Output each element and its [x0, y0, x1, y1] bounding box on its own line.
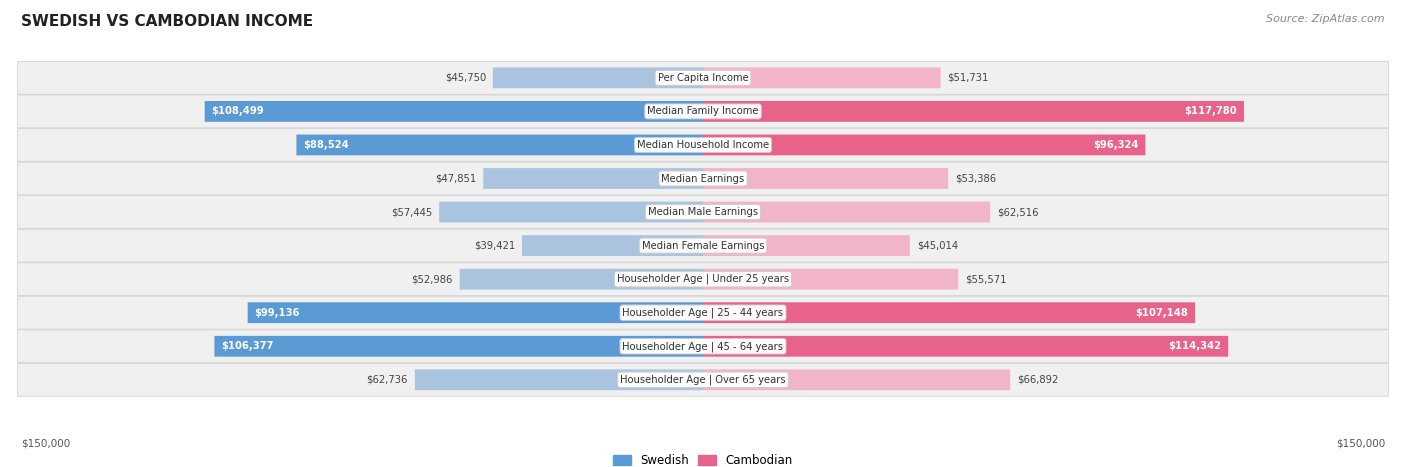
Text: Householder Age | Under 25 years: Householder Age | Under 25 years [617, 274, 789, 284]
Text: Householder Age | Over 65 years: Householder Age | Over 65 years [620, 375, 786, 385]
Text: SWEDISH VS CAMBODIAN INCOME: SWEDISH VS CAMBODIAN INCOME [21, 14, 314, 29]
FancyBboxPatch shape [522, 235, 703, 256]
FancyBboxPatch shape [484, 168, 703, 189]
Text: $114,342: $114,342 [1168, 341, 1222, 351]
Text: $52,986: $52,986 [412, 274, 453, 284]
FancyBboxPatch shape [17, 196, 1389, 228]
FancyBboxPatch shape [17, 296, 1389, 329]
Text: Householder Age | 45 - 64 years: Householder Age | 45 - 64 years [623, 341, 783, 352]
FancyBboxPatch shape [205, 101, 703, 122]
FancyBboxPatch shape [703, 269, 959, 290]
Text: $88,524: $88,524 [304, 140, 349, 150]
FancyBboxPatch shape [703, 168, 948, 189]
Text: Per Capita Income: Per Capita Income [658, 73, 748, 83]
FancyBboxPatch shape [247, 302, 703, 323]
Text: $96,324: $96,324 [1092, 140, 1139, 150]
FancyBboxPatch shape [415, 369, 703, 390]
FancyBboxPatch shape [17, 363, 1389, 396]
FancyBboxPatch shape [17, 61, 1389, 94]
FancyBboxPatch shape [460, 269, 703, 290]
Text: Householder Age | 25 - 44 years: Householder Age | 25 - 44 years [623, 307, 783, 318]
FancyBboxPatch shape [439, 202, 703, 222]
Text: $51,731: $51,731 [948, 73, 988, 83]
Text: $45,750: $45,750 [444, 73, 486, 83]
Text: $99,136: $99,136 [254, 308, 299, 318]
FancyBboxPatch shape [215, 336, 703, 357]
FancyBboxPatch shape [17, 128, 1389, 162]
Text: Median Male Earnings: Median Male Earnings [648, 207, 758, 217]
Text: $47,851: $47,851 [434, 174, 477, 184]
FancyBboxPatch shape [17, 95, 1389, 128]
FancyBboxPatch shape [297, 134, 703, 156]
FancyBboxPatch shape [703, 369, 1011, 390]
Text: $62,516: $62,516 [997, 207, 1039, 217]
Legend: Swedish, Cambodian: Swedish, Cambodian [609, 449, 797, 467]
Text: Median Family Income: Median Family Income [647, 106, 759, 116]
Text: Median Female Earnings: Median Female Earnings [641, 241, 765, 251]
FancyBboxPatch shape [703, 336, 1229, 357]
FancyBboxPatch shape [703, 67, 941, 88]
Text: $57,445: $57,445 [391, 207, 432, 217]
Text: $62,736: $62,736 [367, 375, 408, 385]
FancyBboxPatch shape [703, 302, 1195, 323]
Text: $150,000: $150,000 [21, 439, 70, 449]
FancyBboxPatch shape [703, 235, 910, 256]
Text: Source: ZipAtlas.com: Source: ZipAtlas.com [1267, 14, 1385, 24]
Text: $108,499: $108,499 [211, 106, 264, 116]
Text: $117,780: $117,780 [1184, 106, 1237, 116]
Text: $39,421: $39,421 [474, 241, 515, 251]
Text: Median Earnings: Median Earnings [661, 174, 745, 184]
Text: $106,377: $106,377 [221, 341, 274, 351]
FancyBboxPatch shape [17, 263, 1389, 296]
Text: $55,571: $55,571 [965, 274, 1007, 284]
Text: $66,892: $66,892 [1017, 375, 1059, 385]
Text: $150,000: $150,000 [1336, 439, 1385, 449]
FancyBboxPatch shape [703, 202, 990, 222]
FancyBboxPatch shape [703, 101, 1244, 122]
FancyBboxPatch shape [17, 229, 1389, 262]
FancyBboxPatch shape [17, 162, 1389, 195]
FancyBboxPatch shape [703, 134, 1146, 156]
Text: Median Household Income: Median Household Income [637, 140, 769, 150]
Text: $107,148: $107,148 [1136, 308, 1188, 318]
FancyBboxPatch shape [17, 330, 1389, 363]
Text: $53,386: $53,386 [955, 174, 997, 184]
Text: $45,014: $45,014 [917, 241, 957, 251]
FancyBboxPatch shape [494, 67, 703, 88]
